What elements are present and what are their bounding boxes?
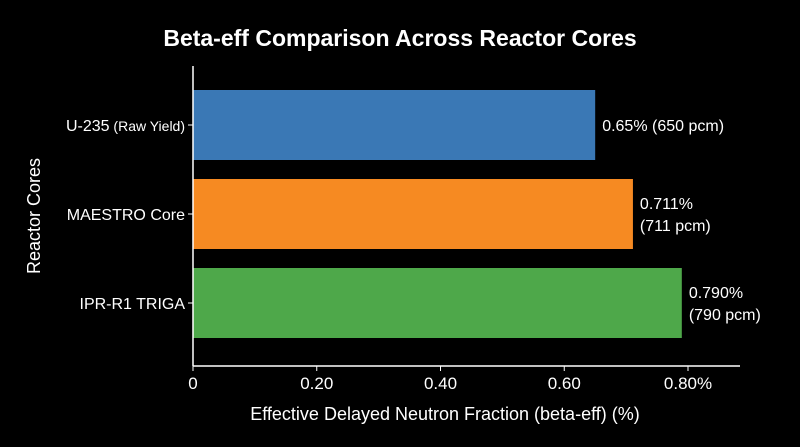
bar-value-label: (790 pcm)	[689, 307, 761, 324]
x-tick-label: 0.20	[300, 374, 333, 393]
bar-maestro-core	[193, 179, 633, 249]
x-tick-label: 0.60	[548, 374, 581, 393]
x-tick-label: 0.40	[424, 374, 457, 393]
x-axis-label: Effective Delayed Neutron Fraction (beta…	[250, 404, 640, 424]
category-labels-layer: U-235 (Raw Yield) MAESTRO Core IPR-R1 TRIG…	[66, 118, 193, 313]
bars-layer: 0.65% (650 pcm) 0.711% (711 pcm) 0.790% (790…	[193, 90, 761, 338]
x-tick-label: 0.80%	[664, 374, 712, 393]
category-label: U-235 (Raw Yield)	[66, 118, 185, 135]
chart-title: Beta-eff Comparison Across Reactor Cores	[163, 25, 636, 51]
bar-value-label: 0.711%	[640, 196, 693, 213]
bar-ipr-r1-triga	[193, 268, 682, 338]
x-ticks-layer: 0 0.20 0.40 0.60 0.80%	[188, 366, 712, 393]
x-tick-label: 0	[188, 374, 197, 393]
bar-u-235	[193, 90, 596, 160]
category-label: MAESTRO Core	[67, 207, 185, 224]
category-label: IPR-R1 TRIGA	[80, 296, 186, 313]
bar-value-label: 0.790%	[689, 285, 743, 302]
bar-value-label: 0.65% (650 pcm)	[602, 118, 724, 135]
bar-value-label: (711 pcm)	[640, 218, 711, 235]
y-axis-label: Reactor Cores	[24, 158, 44, 274]
